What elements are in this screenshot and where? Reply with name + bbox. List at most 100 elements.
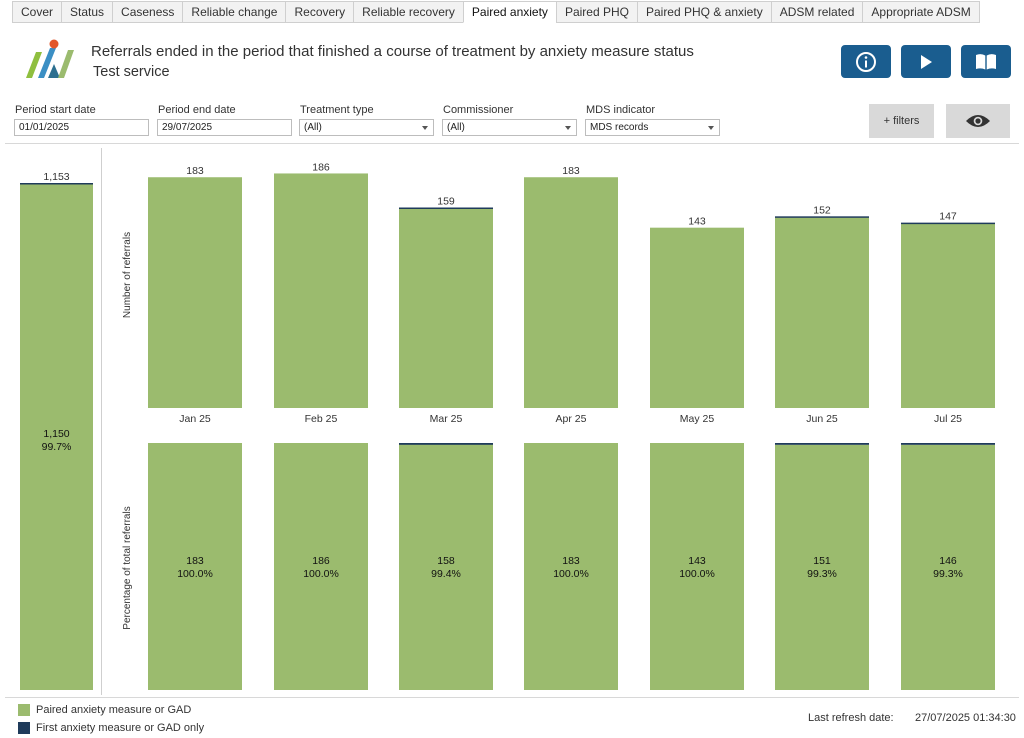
pct-count-label: 183	[186, 555, 204, 567]
tab-status[interactable]: Status	[61, 1, 113, 23]
period-end-label: Period end date	[158, 104, 236, 116]
pct-bar-first-only	[399, 443, 493, 445]
treatment-type-select[interactable]: (All)	[299, 119, 434, 136]
service-name: Test service	[93, 64, 170, 80]
month-tick-label: Feb 25	[305, 413, 338, 425]
pct-value-label: 100.0%	[679, 568, 715, 580]
commissioner-label: Commissioner	[443, 104, 514, 116]
legend-item-paired: Paired anxiety measure or GAD	[18, 704, 191, 716]
period-end-input[interactable]: 29/07/2025	[157, 119, 292, 136]
treatment-type-label: Treatment type	[300, 104, 374, 116]
mds-indicator-label: MDS indicator	[586, 104, 656, 116]
tab-caseness[interactable]: Caseness	[112, 1, 183, 23]
pct-value-label: 100.0%	[553, 568, 589, 580]
pct-bar-paired	[399, 444, 493, 690]
pct-count-label: 146	[939, 555, 957, 567]
pct-bar-paired	[274, 443, 368, 690]
y-axis-label-counts: Number of referrals	[122, 232, 133, 318]
chevron-down-icon	[708, 126, 714, 130]
toggle-view-button[interactable]	[946, 104, 1010, 138]
percentage-bar-chart: 183100.0%186100.0%15899.4%183100.0%14310…	[148, 443, 995, 690]
guide-button[interactable]	[961, 45, 1011, 78]
mds-indicator-select[interactable]: MDS records	[585, 119, 720, 136]
count-value-label: 186	[312, 161, 330, 173]
info-icon	[856, 51, 876, 72]
pct-count-label: 183	[562, 555, 580, 567]
count-value-label: 147	[939, 211, 957, 223]
pct-value-label: 100.0%	[303, 568, 339, 580]
pct-bar-paired	[901, 444, 995, 690]
treatment-type-value: (All)	[304, 122, 322, 133]
legend-label-first-only: First anxiety measure or GAD only	[36, 722, 205, 734]
total-paired-pct-label: 99.7%	[42, 441, 72, 453]
chevron-down-icon	[422, 126, 428, 130]
y-axis-label-percentage: Percentage of total referrals	[122, 506, 133, 629]
pct-count-label: 151	[813, 555, 831, 567]
period-start-label: Period start date	[15, 104, 96, 116]
play-button[interactable]	[901, 45, 951, 78]
pct-bar-paired	[650, 443, 744, 690]
tab-reliable-change[interactable]: Reliable change	[182, 1, 286, 23]
legend-swatch-paired	[18, 704, 30, 716]
chevron-down-icon	[565, 126, 571, 130]
pct-bar-paired	[775, 444, 869, 690]
commissioner-value: (All)	[447, 122, 465, 133]
service-logo	[24, 38, 80, 82]
pct-bar-paired	[148, 443, 242, 690]
info-button[interactable]	[841, 45, 891, 78]
count-bar-paired	[274, 173, 368, 408]
tab-bar: Cover Status Caseness Reliable change Re…	[0, 0, 1024, 24]
month-tick-label: Jul 25	[934, 413, 962, 425]
count-bar-first-only	[775, 216, 869, 218]
count-bar-paired	[148, 177, 242, 408]
legend-label-paired: Paired anxiety measure or GAD	[36, 704, 192, 716]
count-bar-first-only	[399, 207, 493, 210]
play-icon	[921, 54, 932, 69]
month-tick-label: Jun 25	[806, 413, 838, 425]
count-bar-first-only	[901, 222, 995, 225]
tab-paired-phq-anxiety[interactable]: Paired PHQ & anxiety	[636, 1, 771, 23]
filter-divider	[5, 143, 1019, 144]
total-paired-count-label: 1,150	[43, 428, 69, 440]
legend-swatch-first-only	[18, 722, 30, 734]
pct-count-label: 186	[312, 555, 330, 567]
period-start-input[interactable]: 01/01/2025	[14, 119, 149, 136]
tab-paired-anxiety[interactable]: Paired anxiety	[462, 1, 556, 23]
total-bar-paired	[20, 184, 93, 691]
mds-indicator-value: MDS records	[590, 122, 649, 133]
tab-paired-phq[interactable]: Paired PHQ	[555, 1, 637, 23]
tabs: Cover Status Caseness Reliable change Re…	[12, 1, 980, 23]
pct-bar-paired	[524, 443, 618, 690]
tab-reliable-recovery[interactable]: Reliable recovery	[353, 1, 463, 23]
count-value-label: 152	[813, 204, 831, 216]
count-bar-chart: 183 Jan 25 186 Feb 25 159 Mar 25 183 Apr 25 143 M…	[148, 161, 995, 425]
pct-value-label: 100.0%	[177, 568, 213, 580]
pct-count-label: 143	[688, 555, 706, 567]
eye-icon	[966, 115, 990, 127]
pct-count-label: 158	[437, 555, 455, 567]
month-tick-label: Jan 25	[179, 413, 211, 425]
pct-value-label: 99.4%	[431, 568, 461, 580]
month-tick-label: Mar 25	[430, 413, 463, 425]
refresh-label: Last refresh date:	[808, 712, 894, 724]
more-filters-button[interactable]: + filters	[869, 104, 934, 138]
book-icon	[976, 53, 996, 69]
pct-value-label: 99.3%	[933, 568, 963, 580]
page-title: Referrals ended in the period that finis…	[91, 43, 694, 60]
month-tick-label: May 25	[680, 413, 715, 425]
footer-divider	[5, 697, 1019, 698]
tab-appropriate-adsm[interactable]: Appropriate ADSM	[862, 1, 980, 23]
tab-cover[interactable]: Cover	[12, 1, 62, 23]
tab-recovery[interactable]: Recovery	[285, 1, 354, 23]
tab-adsm-related[interactable]: ADSM related	[770, 1, 863, 23]
pct-value-label: 99.3%	[807, 568, 837, 580]
commissioner-select[interactable]: (All)	[442, 119, 577, 136]
count-value-label: 183	[186, 165, 204, 177]
pct-bar-first-only	[775, 443, 869, 445]
count-value-label: 143	[688, 216, 706, 228]
count-bar-paired	[775, 217, 869, 408]
total-bar-first-only	[20, 183, 93, 185]
panel-divider	[101, 148, 102, 695]
